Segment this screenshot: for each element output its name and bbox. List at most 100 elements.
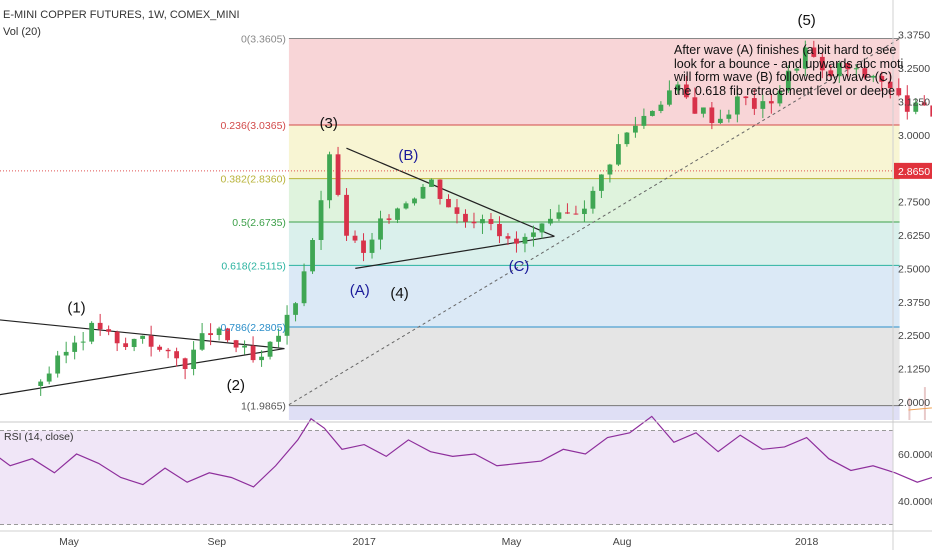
candle-body: [556, 212, 562, 219]
candle-body: [717, 118, 723, 123]
wave-labels: (1)(2)(3)(4)(5)(A)(B)(C)(A)(B)(C): [67, 12, 815, 394]
candle-body: [751, 98, 757, 109]
wave-label: (1): [67, 299, 85, 316]
candle-body: [123, 343, 129, 348]
rsi-line: [0, 415, 932, 488]
triangle-line: [355, 235, 555, 269]
candle-body: [709, 107, 715, 123]
candle-body: [726, 114, 732, 119]
candle-body: [97, 322, 103, 330]
candle-body: [734, 96, 740, 115]
candle-body: [862, 68, 868, 78]
candle-body: [403, 203, 409, 209]
triangle-line: [0, 319, 285, 350]
price-tick-label: 2.6250: [898, 230, 930, 242]
candle-body: [454, 207, 460, 214]
candle-body: [284, 314, 290, 336]
annotation-note: After wave (A) finishes (a bit hard to s…: [674, 44, 932, 104]
fib-level-label: 0.236(3.0365): [221, 120, 286, 132]
volume-label: Vol (20): [3, 26, 41, 38]
candle-body: [412, 198, 417, 204]
candle-body: [700, 107, 706, 114]
last-price-label: 2.8650: [898, 166, 930, 178]
candle-body: [335, 154, 341, 195]
candle-body: [565, 212, 570, 214]
fib-zone: [288, 405, 900, 420]
candle-body: [785, 70, 791, 91]
fib-zone: [288, 222, 900, 266]
price-tick-label: 3.0000: [898, 130, 930, 142]
candle-body: [242, 345, 247, 348]
fib-zone: [288, 265, 900, 328]
candle-body: [310, 239, 315, 272]
candle-body: [913, 102, 919, 112]
candle-body: [921, 102, 927, 106]
candle-body: [887, 81, 893, 89]
fib-level-label: 1(1.9865): [241, 401, 286, 413]
candle-body: [386, 218, 392, 220]
candle-body: [378, 218, 383, 240]
candle-body: [233, 340, 239, 348]
candle-body: [267, 341, 273, 357]
price-tick-label: 2.0000: [898, 397, 930, 409]
wave-label: (2): [227, 377, 245, 394]
time-tick-label: Sep: [207, 536, 226, 548]
fib-level-label: 0(3.3605): [241, 33, 286, 45]
candle-body: [904, 95, 910, 112]
price-tick-label: 2.1250: [898, 364, 930, 376]
candle-body: [131, 338, 137, 348]
note-line: the 0.618 fib retracement level or deepe: [674, 84, 895, 98]
candle-body: [301, 271, 307, 304]
candle-body: [352, 235, 358, 241]
candle-body: [225, 328, 230, 341]
price-zones: [288, 38, 900, 420]
candle-body: [896, 88, 902, 96]
candle-body: [616, 144, 621, 165]
rsi-tick-label: 60.0000: [898, 449, 932, 461]
candle-body: [879, 75, 885, 82]
candle-body: [106, 329, 112, 332]
candle-body: [72, 342, 78, 352]
candle-body: [692, 97, 698, 114]
candle-body: [293, 303, 298, 315]
chart-title: E-MINI COPPER FUTURES, 1W, COMEX_MINI: [3, 9, 240, 21]
time-tick-label: Aug: [613, 536, 632, 548]
wave-label: (5): [797, 12, 815, 29]
candle-body: [811, 47, 817, 57]
candle-body: [539, 223, 545, 233]
candle-body: [683, 84, 689, 98]
candle-body: [63, 351, 69, 356]
candle-body: [649, 110, 655, 116]
candle-body: [777, 90, 783, 104]
volume-ma-line: [908, 407, 932, 411]
candle-body: [497, 223, 502, 237]
volume-bar: [923, 387, 926, 420]
note-line: look for a bounce - and upwards abc moti: [674, 57, 904, 71]
candle-body: [395, 208, 400, 220]
note-line: After wave (A) finishes (a bit hard to s…: [674, 44, 897, 57]
candle-body: [216, 328, 222, 336]
candle-body: [624, 132, 630, 145]
candle-body: [794, 68, 800, 71]
candle-body: [819, 56, 825, 71]
candle-body: [590, 190, 596, 209]
fib-level-label: 0.618(2.5115): [221, 260, 286, 272]
note-line: will form wave (B) followed by wave (C): [674, 71, 893, 84]
fib-zone: [288, 38, 900, 126]
rsi-band: [0, 430, 893, 525]
candle-body: [174, 351, 180, 359]
wave-label: (A): [350, 282, 370, 299]
candle-body: [437, 179, 443, 199]
candle-body: [463, 213, 468, 222]
candle-body: [666, 90, 672, 105]
candle-body: [420, 186, 426, 199]
candle-body: [548, 218, 553, 224]
wave-label: (3): [320, 115, 338, 132]
triangle-line: [346, 147, 555, 237]
candle-body: [802, 47, 808, 69]
candle-body: [182, 358, 188, 370]
candle-body: [165, 349, 171, 352]
candle-body: [369, 239, 375, 253]
